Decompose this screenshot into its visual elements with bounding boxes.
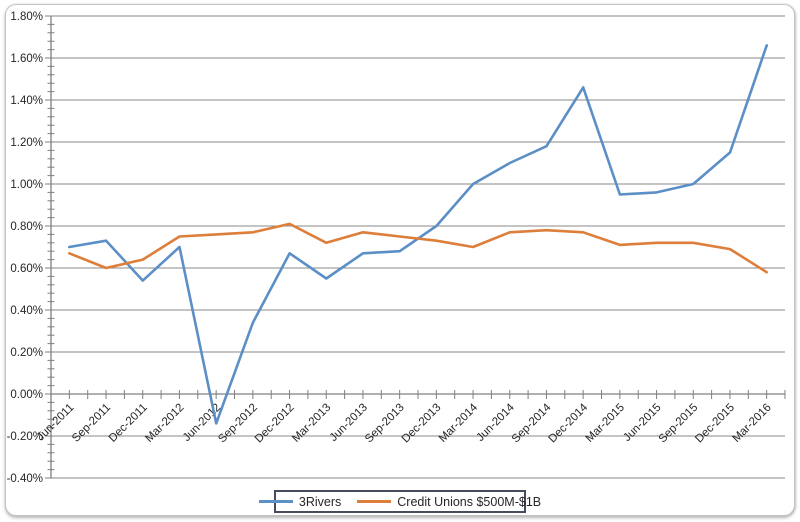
svg-text:Mar-2016: Mar-2016 bbox=[730, 402, 773, 445]
svg-text:0.40%: 0.40% bbox=[10, 305, 43, 317]
svg-text:-0.40%: -0.40% bbox=[7, 473, 43, 485]
tick-marks bbox=[45, 15, 786, 479]
x-axis-labels: Jun-2011Sep-2011Dec-2011Mar-2012Jun-2012… bbox=[35, 401, 774, 445]
svg-text:1.60%: 1.60% bbox=[10, 53, 43, 65]
legend-line-swatch-blue-icon bbox=[258, 500, 293, 503]
legend-label-3rivers: 3Rivers bbox=[298, 494, 342, 509]
svg-text:-0.20%: -0.20% bbox=[7, 431, 43, 443]
y-axis-labels: -0.40% -0.20% 0.00% 0.20% 0.40% 0.60% 0.80% 1.0… bbox=[7, 11, 43, 485]
svg-text:Mar-2014: Mar-2014 bbox=[437, 401, 481, 445]
svg-text:Dec-2015: Dec-2015 bbox=[693, 402, 737, 446]
chart-legend[interactable]: 3Rivers Credit Unions $500M-$1B bbox=[258, 490, 541, 513]
chart-frame: -0.40% -0.20% 0.00% 0.20% 0.40% 0.60% 0.80% 1.0… bbox=[5, 4, 795, 516]
svg-text:1.80%: 1.80% bbox=[10, 11, 43, 23]
svg-text:Mar-2015: Mar-2015 bbox=[584, 402, 627, 445]
svg-text:1.20%: 1.20% bbox=[10, 137, 43, 149]
series-line-credit-unions[interactable] bbox=[68, 222, 769, 274]
svg-text:0.00%: 0.00% bbox=[10, 389, 43, 401]
svg-text:1.00%: 1.00% bbox=[10, 179, 43, 191]
svg-text:Sep-2015: Sep-2015 bbox=[657, 402, 701, 446]
svg-text:Dec-2011: Dec-2011 bbox=[107, 402, 150, 445]
legend-label-credit-unions: Credit Unions $500M-$1B bbox=[397, 494, 542, 509]
svg-text:Mar-2013: Mar-2013 bbox=[290, 402, 333, 445]
series-lines bbox=[68, 44, 769, 425]
svg-text:0.80%: 0.80% bbox=[10, 221, 43, 233]
svg-text:Dec-2013: Dec-2013 bbox=[400, 402, 444, 446]
svg-text:Dec-2014: Dec-2014 bbox=[547, 401, 591, 445]
svg-text:0.20%: 0.20% bbox=[10, 347, 43, 359]
svg-text:Dec-2012: Dec-2012 bbox=[253, 402, 297, 446]
series-line-3rivers[interactable] bbox=[68, 44, 769, 425]
svg-text:0.60%: 0.60% bbox=[10, 263, 43, 275]
line-chart-plot-area[interactable]: -0.40% -0.20% 0.00% 0.20% 0.40% 0.60% 0.80% 1.0… bbox=[5, 4, 795, 516]
legend-item-3rivers[interactable]: 3Rivers bbox=[258, 494, 342, 509]
svg-text:Mar-2012: Mar-2012 bbox=[143, 402, 186, 445]
svg-text:Sep-2013: Sep-2013 bbox=[363, 402, 407, 446]
svg-text:Sep-2011: Sep-2011 bbox=[70, 402, 113, 445]
legend-item-credit-unions[interactable]: Credit Unions $500M-$1B bbox=[357, 495, 541, 509]
svg-text:1.40%: 1.40% bbox=[10, 95, 43, 107]
legend-line-swatch-orange-icon bbox=[357, 500, 392, 503]
